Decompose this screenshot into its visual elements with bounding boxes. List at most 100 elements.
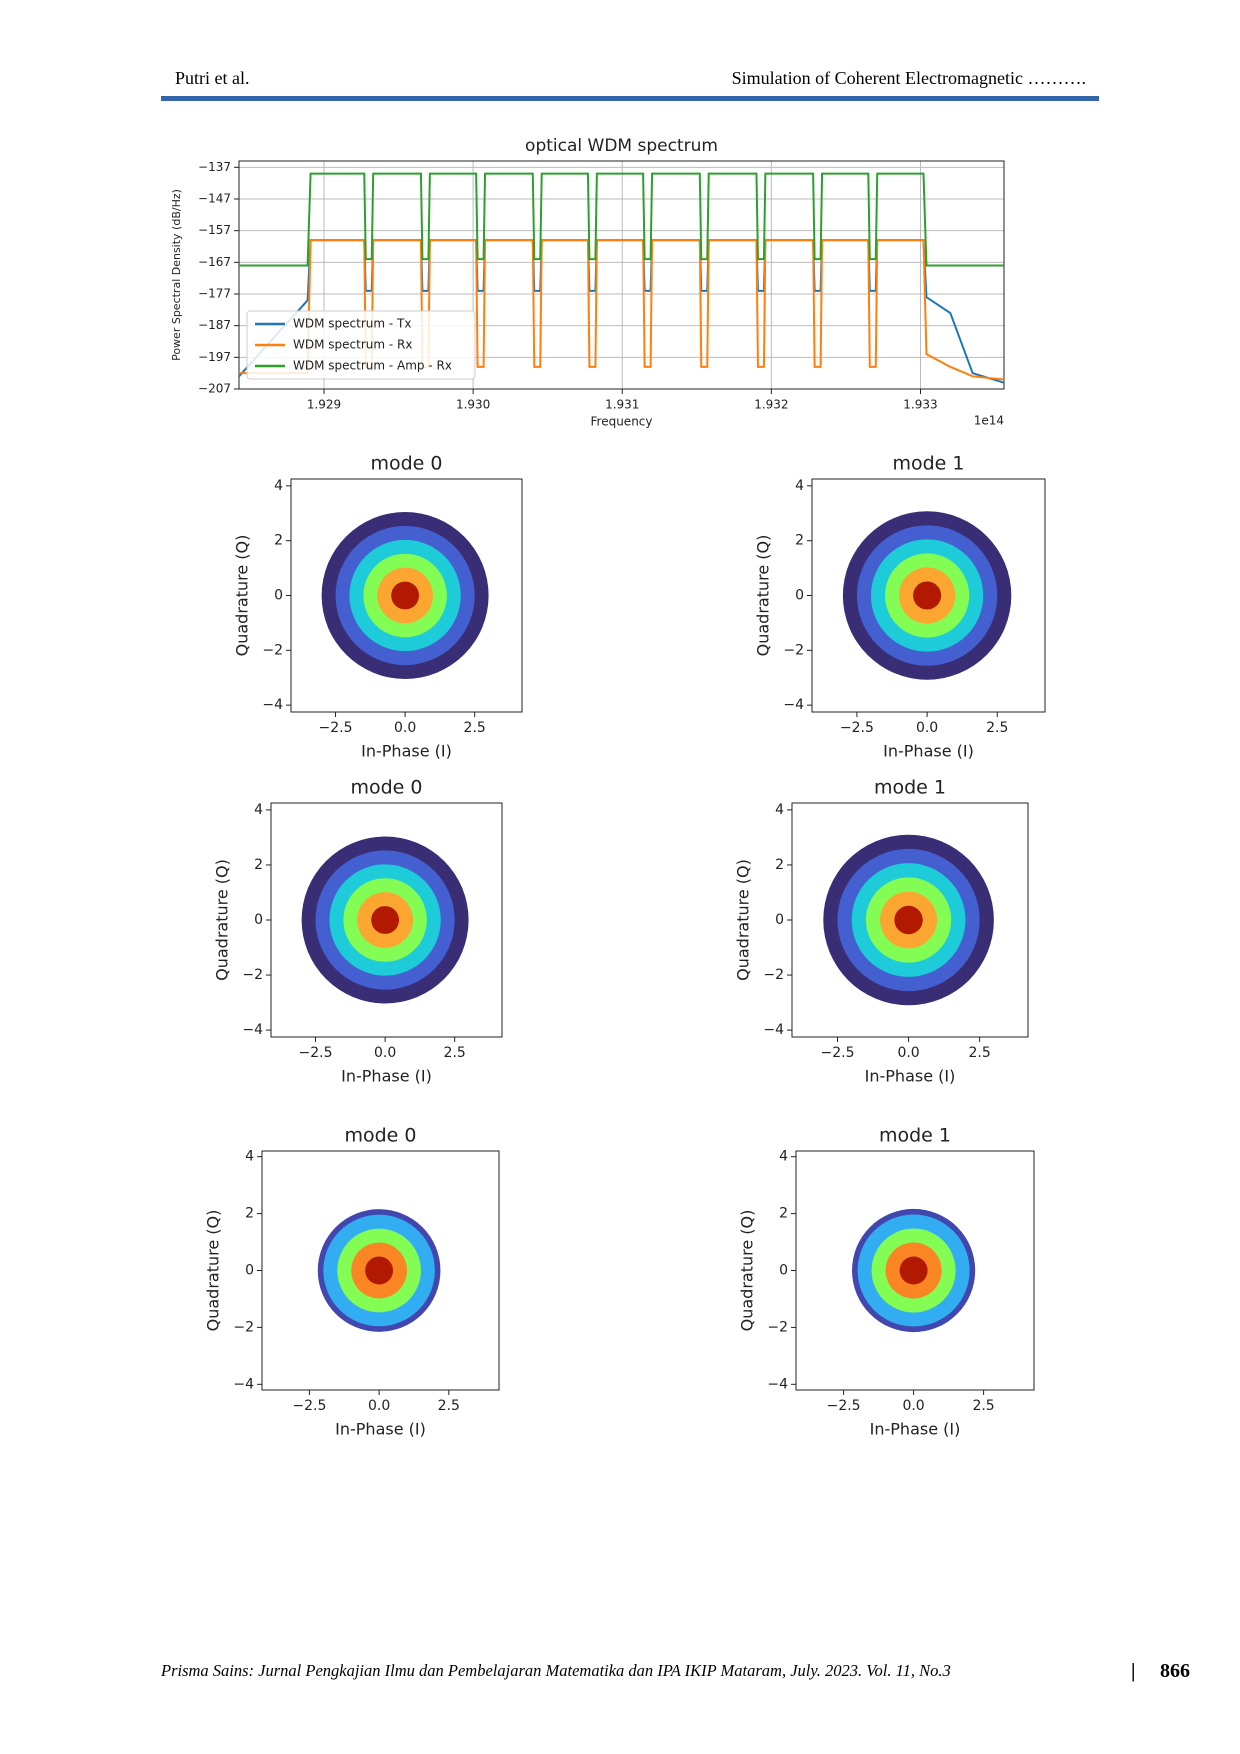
chart-title: mode 1 (892, 453, 964, 475)
x-offset-label: 1e14 (974, 414, 1004, 428)
x-tick-label: 0.0 (916, 720, 938, 736)
y-tick-label: −2 (262, 642, 283, 658)
y-tick-label: −167 (198, 255, 231, 269)
y-tick-label: 4 (795, 478, 804, 494)
x-tick-label: 0.0 (902, 1398, 924, 1414)
density (852, 1208, 976, 1333)
density-ring (365, 1256, 394, 1285)
series-line (239, 172, 1004, 267)
y-tick-label: −207 (198, 382, 231, 396)
x-tick-label: 2.5 (972, 1398, 994, 1414)
x-axis-label: Frequency (591, 415, 653, 429)
chart-title: mode 1 (879, 1125, 951, 1147)
plot-frame (270, 802, 503, 1038)
x-tick-label: −2.5 (299, 1045, 333, 1061)
x-tick-label: −2.5 (820, 1045, 854, 1061)
y-tick-label: −137 (198, 160, 231, 174)
x-tick-label: 1.932 (754, 398, 788, 412)
density-ring (899, 1256, 928, 1285)
legend-box (246, 310, 476, 380)
x-tick-label: −2.5 (319, 720, 353, 736)
y-tick-label: 2 (779, 1206, 788, 1222)
x-tick-label: 2.5 (444, 1045, 466, 1061)
density-ring (391, 581, 420, 610)
x-axis-label: In-Phase (I) (341, 1067, 432, 1086)
x-axis-label: In-Phase (I) (361, 742, 452, 761)
density (317, 1209, 441, 1332)
y-tick-label: 4 (775, 802, 784, 818)
y-axis-label: Quadrature (Q) (754, 535, 773, 657)
y-tick-label: 0 (245, 1263, 254, 1279)
chart-title: optical WDM spectrum (525, 136, 718, 156)
y-tick-label: 0 (795, 588, 804, 604)
density-ring (371, 906, 400, 934)
density (823, 834, 994, 1006)
x-tick-label: 0.0 (374, 1045, 396, 1061)
y-tick-label: 0 (254, 912, 263, 928)
x-tick-label: 1.931 (605, 398, 639, 412)
y-tick-label: −2 (233, 1319, 254, 1335)
y-tick-label: 4 (779, 1149, 788, 1165)
y-tick-label: −197 (198, 350, 231, 364)
density-ring (894, 905, 923, 935)
legend-label: WDM spectrum - Amp - Rx (293, 359, 452, 373)
x-tick-label: 0.0 (897, 1045, 919, 1061)
footer-page: 866 (1160, 1660, 1190, 1682)
x-tick-label: −2.5 (840, 720, 874, 736)
header-right: Simulation of Coherent Electromagnetic …… (732, 68, 1086, 88)
y-tick-label: 0 (274, 588, 283, 604)
y-tick-label: −187 (198, 318, 231, 332)
y-tick-label: 2 (245, 1206, 254, 1222)
y-tick-label: 2 (274, 533, 283, 549)
x-tick-label: −2.5 (827, 1398, 861, 1414)
x-axis-label: In-Phase (I) (870, 1420, 961, 1439)
x-tick-label: 1.930 (456, 398, 490, 412)
y-axis-label: Quadrature (Q) (738, 1210, 757, 1332)
plot-frame (290, 478, 523, 713)
y-tick-label: 0 (775, 912, 784, 928)
header-left: Putri et al. (175, 68, 250, 88)
y-tick-label: −2 (767, 1319, 788, 1335)
x-tick-label: 0.0 (368, 1398, 390, 1414)
plot-frame (261, 1150, 500, 1391)
legend-label: WDM spectrum - Rx (293, 338, 412, 352)
y-tick-label: 2 (795, 533, 804, 549)
x-tick-label: 0.0 (394, 720, 416, 736)
y-axis-label: Power Spectral Density (dB/Hz) (170, 189, 183, 361)
plot-frame (238, 160, 1005, 390)
chart-title: mode 0 (350, 777, 422, 799)
y-tick-label: −177 (198, 287, 231, 301)
figure: 1.929 1.930 1.931 1.932 1.933 −137 −147 −157 −16… (170, 136, 1046, 1439)
x-tick-label: 2.5 (986, 720, 1008, 736)
legend-label: WDM spectrum - Tx (293, 317, 411, 331)
y-tick-label: −157 (198, 223, 231, 237)
y-tick-label: −4 (767, 1376, 788, 1392)
y-axis-label: Quadrature (Q) (233, 535, 252, 657)
header-rule (161, 96, 1099, 101)
x-tick-label: 1.929 (307, 398, 341, 412)
y-axis-label: Quadrature (Q) (734, 859, 753, 981)
chart-title: mode 0 (344, 1125, 416, 1147)
density (321, 512, 489, 679)
plot-frame (791, 802, 1029, 1038)
y-tick-label: 2 (254, 857, 263, 873)
plot-frame (811, 478, 1046, 713)
y-tick-label: −4 (262, 697, 283, 713)
x-tick-label: −2.5 (292, 1398, 326, 1414)
x-tick-label: 2.5 (969, 1045, 991, 1061)
y-tick-label: 4 (254, 802, 263, 818)
density (301, 836, 469, 1004)
x-tick-label: 2.5 (464, 720, 486, 736)
y-tick-label: −2 (763, 967, 784, 983)
x-axis-label: In-Phase (I) (865, 1067, 956, 1086)
x-axis-label: In-Phase (I) (883, 742, 974, 761)
y-tick-label: −2 (783, 642, 804, 658)
chart-title: mode 0 (370, 453, 442, 475)
y-tick-label: −4 (233, 1376, 254, 1392)
y-tick-label: −4 (783, 697, 804, 713)
x-axis-label: In-Phase (I) (335, 1420, 426, 1439)
x-tick-label: 2.5 (438, 1398, 460, 1414)
y-tick-label: 0 (779, 1263, 788, 1279)
